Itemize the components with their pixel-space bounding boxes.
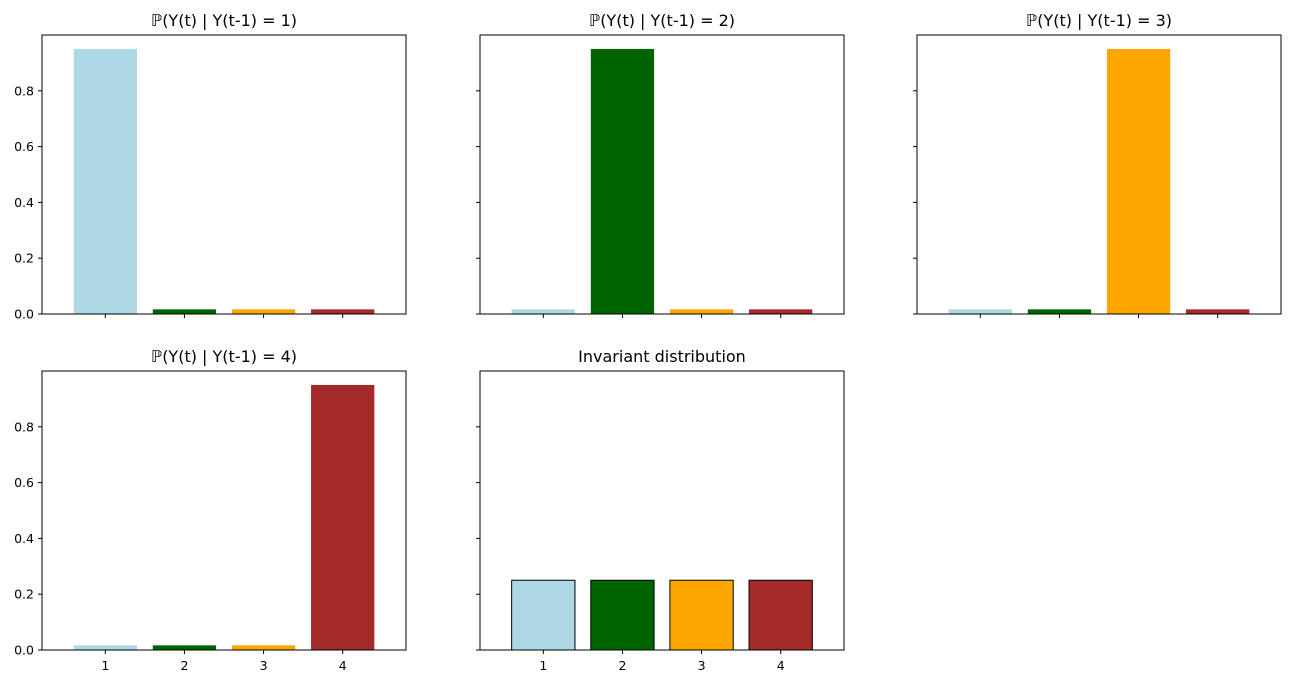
bar-3 [669, 309, 734, 314]
x-tick-label: 4 [777, 658, 785, 673]
axes-frame [479, 370, 845, 651]
x-tick-label: 2 [180, 658, 188, 673]
subplot-title: ℙ(Y(t) | Y(t-1) = 1) [151, 11, 297, 30]
y-tick-label: 0.0 [14, 307, 34, 322]
y-tick-label: 0.8 [14, 83, 34, 98]
bar-2 [590, 48, 655, 314]
y-tick-label: 0.6 [14, 475, 34, 490]
y-tick-label: 0.0 [14, 643, 34, 658]
bar-3 [669, 579, 734, 651]
bar-3 [231, 309, 296, 314]
bar-2 [152, 645, 217, 650]
bar-1 [73, 48, 137, 314]
x-tick-label: 2 [618, 658, 626, 673]
y-tick-label: 0.2 [14, 251, 34, 266]
bar-2 [1027, 309, 1092, 314]
bar-3 [231, 645, 296, 650]
x-tick-label: 1 [101, 658, 109, 673]
subplot-2: ℙ(Y(t) | Y(t-1) = 2) [476, 11, 845, 318]
bar-1 [73, 645, 137, 650]
bar-4 [748, 579, 813, 651]
bar-4 [749, 309, 813, 314]
bar-3 [1106, 48, 1171, 314]
bar-1 [511, 579, 576, 651]
subplot-1: 0.0 0.2 0.4 0.6 0.8 ℙ(Y(t) | Y(t-1) = 1) [14, 11, 407, 322]
subplot-title: ℙ(Y(t) | Y(t-1) = 4) [151, 347, 297, 366]
y-tick-label: 0.8 [14, 419, 34, 434]
subplot-title: Invariant distribution [578, 347, 746, 366]
y-tick-label: 0.4 [14, 531, 34, 546]
bar-4 [1186, 309, 1250, 314]
axes-frame [41, 370, 407, 651]
axes-frame [41, 34, 407, 315]
y-tick-label: 0.6 [14, 139, 34, 154]
y-tick-label: 0.2 [14, 587, 34, 602]
subplot-4: 0.0 0.2 0.4 0.6 0.8 1 2 3 4 ℙ(Y(t) | Y(t-1) = 4) [14, 347, 407, 673]
bar-1 [511, 309, 575, 314]
y-tick-label: 0.4 [14, 195, 34, 210]
axes-frame [479, 34, 845, 315]
bar-1 [948, 309, 1012, 314]
bar-2 [152, 309, 217, 314]
x-tick-label: 3 [698, 658, 706, 673]
subplot-3: ℙ(Y(t) | Y(t-1) = 3) [913, 11, 1282, 318]
axes-frame [916, 34, 1282, 315]
x-tick-label: 1 [539, 658, 547, 673]
x-tick-label: 3 [260, 658, 268, 673]
bar-2 [590, 579, 655, 651]
x-tick-label: 4 [339, 658, 347, 673]
bar-4 [311, 309, 375, 314]
subplot-title: ℙ(Y(t) | Y(t-1) = 2) [589, 11, 735, 30]
subplot-5: 1 2 3 4 Invariant distribution [476, 347, 845, 673]
subplot-title: ℙ(Y(t) | Y(t-1) = 3) [1026, 11, 1172, 30]
bar-4 [311, 384, 375, 650]
